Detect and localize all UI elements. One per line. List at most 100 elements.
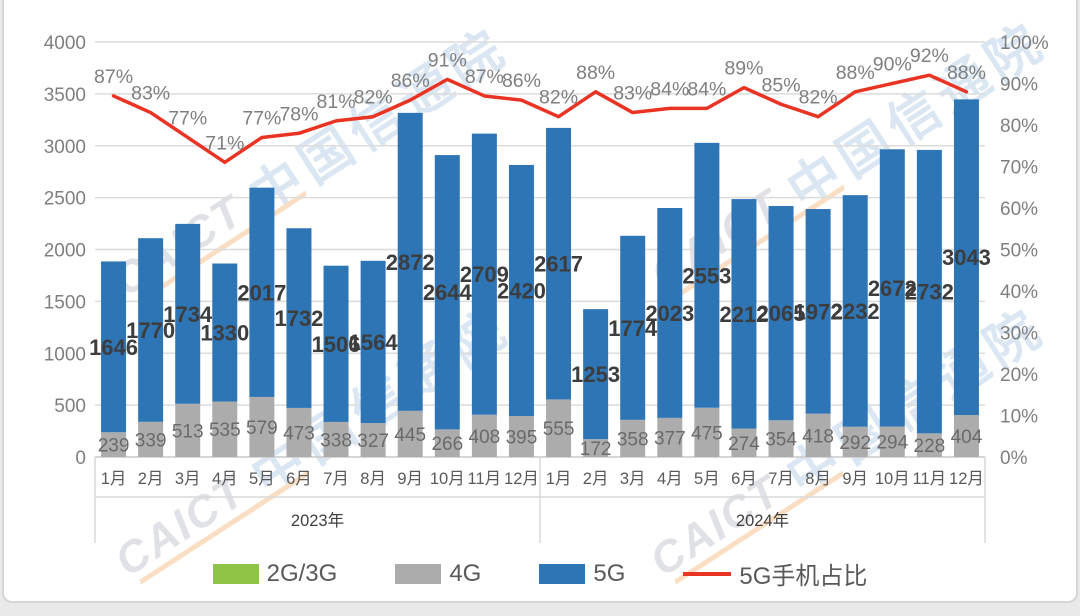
svg-text:83%: 83%: [613, 83, 652, 105]
svg-text:60%: 60%: [1000, 199, 1038, 220]
svg-text:2709: 2709: [460, 262, 509, 287]
svg-text:354: 354: [765, 430, 797, 451]
svg-text:89%: 89%: [724, 58, 763, 80]
svg-text:172: 172: [580, 439, 612, 460]
svg-text:3月: 3月: [620, 470, 646, 488]
svg-text:4月: 4月: [212, 470, 238, 488]
svg-text:408: 408: [469, 427, 501, 448]
svg-text:3000: 3000: [44, 137, 86, 158]
svg-text:1774: 1774: [608, 316, 658, 341]
svg-text:1732: 1732: [274, 306, 323, 331]
svg-text:70%: 70%: [1000, 158, 1038, 179]
svg-text:2023年: 2023年: [291, 511, 344, 530]
svg-text:90%: 90%: [873, 54, 912, 76]
svg-text:2000: 2000: [44, 241, 86, 262]
svg-text:579: 579: [246, 418, 278, 439]
svg-text:84%: 84%: [687, 78, 726, 100]
svg-text:87%: 87%: [465, 66, 504, 88]
svg-text:78%: 78%: [279, 103, 318, 125]
svg-text:7月: 7月: [768, 470, 794, 488]
legend-label-5g: 5G: [593, 559, 626, 587]
legend-label-5g-share: 5G手机占比: [739, 563, 868, 590]
svg-text:86%: 86%: [502, 70, 541, 92]
svg-text:5月: 5月: [249, 470, 275, 488]
svg-text:82%: 82%: [799, 87, 838, 109]
svg-text:71%: 71%: [205, 132, 244, 154]
svg-text:3月: 3月: [175, 470, 201, 488]
svg-text:500: 500: [54, 396, 86, 417]
svg-text:10月: 10月: [430, 470, 465, 488]
svg-text:2644: 2644: [423, 280, 473, 305]
svg-text:8月: 8月: [805, 470, 831, 488]
svg-text:377: 377: [654, 428, 686, 449]
svg-text:86%: 86%: [391, 70, 430, 92]
svg-text:0: 0: [75, 448, 86, 469]
svg-text:339: 339: [135, 430, 167, 451]
svg-text:1972: 1972: [794, 299, 843, 324]
svg-text:2872: 2872: [386, 250, 435, 275]
svg-text:3500: 3500: [44, 85, 86, 106]
svg-text:4月: 4月: [657, 470, 683, 488]
svg-text:100%: 100%: [1000, 33, 1049, 54]
svg-text:473: 473: [283, 423, 315, 444]
svg-text:9月: 9月: [397, 470, 423, 488]
svg-text:12月: 12月: [949, 470, 984, 488]
svg-text:418: 418: [802, 426, 834, 447]
svg-text:30%: 30%: [1000, 324, 1038, 345]
svg-text:77%: 77%: [242, 107, 281, 129]
svg-text:2500: 2500: [44, 189, 86, 210]
svg-text:2017: 2017: [237, 280, 286, 305]
svg-text:535: 535: [209, 420, 241, 441]
chart-legend: 2G/3G 4G 5G 5G手机占比: [0, 556, 1080, 591]
svg-text:274: 274: [728, 434, 760, 455]
svg-text:294: 294: [876, 433, 908, 454]
svg-text:10月: 10月: [875, 470, 910, 488]
svg-text:1月: 1月: [101, 470, 127, 488]
svg-text:10%: 10%: [1000, 407, 1038, 428]
svg-text:50%: 50%: [1000, 241, 1038, 262]
svg-text:266: 266: [431, 434, 463, 455]
svg-text:6月: 6月: [286, 470, 312, 488]
svg-text:358: 358: [617, 429, 649, 450]
svg-text:3043: 3043: [942, 245, 991, 270]
svg-text:85%: 85%: [762, 74, 801, 96]
legend-line-5g-share: [683, 571, 732, 576]
svg-text:88%: 88%: [947, 62, 986, 84]
svg-text:90%: 90%: [1000, 75, 1038, 96]
svg-text:1770: 1770: [126, 318, 175, 343]
svg-text:84%: 84%: [650, 78, 689, 100]
svg-text:88%: 88%: [576, 62, 615, 84]
svg-text:11月: 11月: [468, 470, 502, 488]
svg-text:1253: 1253: [571, 362, 620, 387]
svg-text:2672: 2672: [868, 276, 917, 301]
svg-text:80%: 80%: [1000, 116, 1038, 137]
svg-text:1000: 1000: [44, 344, 86, 365]
svg-text:2212: 2212: [719, 302, 768, 327]
svg-text:513: 513: [172, 421, 204, 442]
svg-text:2617: 2617: [534, 252, 583, 277]
svg-text:555: 555: [543, 419, 575, 440]
svg-text:2553: 2553: [682, 263, 731, 288]
svg-text:88%: 88%: [836, 62, 875, 84]
legend-item-5g-share: 5G手机占比: [683, 556, 867, 591]
legend-item-2g3g: 2G/3G: [212, 560, 337, 588]
svg-text:11月: 11月: [913, 470, 947, 488]
svg-text:404: 404: [951, 427, 983, 448]
svg-text:92%: 92%: [910, 45, 949, 67]
svg-text:20%: 20%: [1000, 365, 1038, 386]
svg-text:327: 327: [357, 431, 389, 452]
svg-text:0%: 0%: [1000, 448, 1028, 469]
svg-text:1330: 1330: [200, 321, 249, 346]
svg-text:40%: 40%: [1000, 282, 1038, 303]
legend-swatch-2g3g: [212, 563, 259, 584]
svg-text:7月: 7月: [323, 470, 349, 488]
svg-text:2065: 2065: [757, 301, 806, 326]
svg-text:1506: 1506: [312, 332, 361, 357]
svg-text:228: 228: [914, 436, 946, 457]
svg-text:8月: 8月: [360, 470, 386, 488]
svg-text:395: 395: [506, 428, 538, 449]
legend-label-4g: 4G: [449, 559, 482, 587]
svg-text:1500: 1500: [44, 292, 86, 313]
